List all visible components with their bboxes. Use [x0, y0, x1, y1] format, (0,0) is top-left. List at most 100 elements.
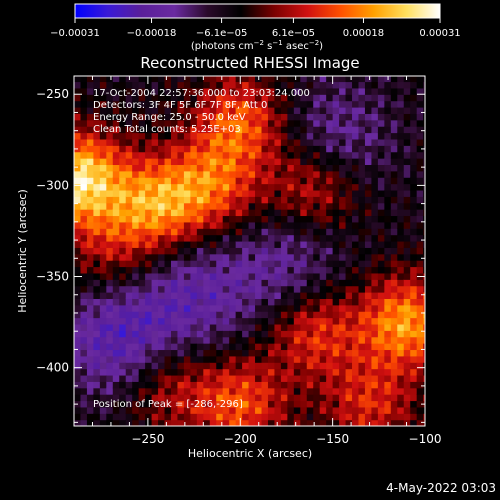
- heatmap-cell: [190, 221, 198, 229]
- heatmap-cell: [183, 247, 191, 255]
- heatmap-cell: [403, 343, 411, 351]
- heatmap-cell: [145, 113, 153, 121]
- heatmap-cell: [384, 113, 392, 121]
- heatmap-cell: [99, 209, 107, 217]
- heatmap-cell: [267, 381, 276, 389]
- heatmap-cell: [106, 317, 114, 325]
- heatmap-cell: [261, 189, 269, 197]
- heatmap-cell: [93, 202, 101, 210]
- heatmap-cell: [164, 87, 172, 95]
- heatmap-cell: [112, 330, 120, 338]
- heatmap-cell: [410, 183, 418, 191]
- heatmap-cell: [93, 292, 101, 299]
- heatmap-cell: [326, 209, 334, 217]
- heatmap-cell: [93, 368, 101, 376]
- heatmap-cell: [170, 362, 179, 370]
- heatmap-cell: [313, 87, 321, 95]
- heatmap-cell: [177, 279, 185, 287]
- heatmap-cell: [416, 285, 424, 293]
- heatmap-cell: [364, 349, 373, 357]
- heatmap-cell: [112, 164, 120, 172]
- heatmap-cell: [397, 330, 405, 338]
- heatmap-cell: [313, 304, 321, 312]
- heatmap-cell: [313, 336, 321, 344]
- heatmap-cell: [145, 189, 153, 197]
- heatmap-cell: [106, 374, 114, 382]
- heatmap-cell: [125, 87, 133, 95]
- heatmap-cell: [125, 100, 133, 108]
- heatmap-cell: [384, 260, 392, 268]
- heatmap-cell: [352, 209, 360, 217]
- heatmap-cell: [319, 253, 327, 261]
- heatmap-cell: [358, 240, 366, 248]
- heatmap-cell: [352, 113, 360, 121]
- heatmap-cell: [209, 323, 217, 331]
- heatmap-cell: [86, 285, 94, 293]
- heatmap-cell: [358, 183, 366, 191]
- heatmap-cell: [410, 81, 418, 89]
- heatmap-cell: [112, 400, 120, 408]
- heatmap-cell: [235, 419, 243, 426]
- heatmap-cell: [125, 106, 133, 114]
- heatmap-cell: [345, 362, 353, 370]
- heatmap-cell: [216, 419, 224, 426]
- heatmap-cell: [248, 94, 256, 102]
- heatmap-cell: [119, 368, 127, 376]
- heatmap-cell: [261, 119, 269, 127]
- heatmap-cell: [74, 279, 82, 287]
- heatmap-cell: [352, 374, 360, 382]
- heatmap-cell: [274, 374, 282, 382]
- heatmap-cell: [203, 76, 211, 83]
- heatmap-cell: [80, 419, 88, 426]
- heatmap-cell: [390, 177, 398, 185]
- heatmap-cell: [300, 374, 308, 382]
- heatmap-cell: [403, 336, 411, 344]
- heatmap-cell: [403, 215, 411, 223]
- heatmap-cell: [416, 349, 424, 357]
- heatmap-cell: [190, 349, 198, 357]
- heatmap-cell: [151, 311, 159, 319]
- heatmap-cell: [319, 189, 327, 197]
- heatmap-cell: [332, 394, 340, 402]
- heatmap-cell: [248, 145, 256, 153]
- heatmap-cell: [170, 247, 179, 255]
- heatmap-cell: [235, 279, 243, 287]
- heatmap-cell: [177, 215, 185, 223]
- heatmap-cell: [345, 368, 353, 376]
- heatmap-cell: [86, 406, 94, 414]
- heatmap-cell: [164, 138, 172, 146]
- heatmap-cell: [125, 177, 133, 185]
- heatmap-cell: [183, 113, 191, 121]
- heatmap-cell: [196, 76, 204, 83]
- heatmap-cell: [319, 343, 327, 351]
- heatmap-cell: [319, 177, 327, 185]
- heatmap-cell: [164, 349, 172, 357]
- heatmap-cell: [364, 209, 373, 217]
- heatmap-cell: [158, 113, 166, 121]
- heatmap-cell: [190, 170, 198, 178]
- heatmap-cell: [170, 87, 179, 95]
- heatmap-cell: [119, 119, 127, 127]
- heatmap-cell: [280, 413, 288, 421]
- heatmap-cell: [190, 253, 198, 261]
- heatmap-cell: [235, 132, 243, 140]
- heatmap-cell: [151, 368, 159, 376]
- heatmap-cell: [86, 177, 94, 185]
- heatmap-cell: [377, 317, 385, 325]
- heatmap-cell: [119, 164, 127, 172]
- heatmap-cell: [313, 113, 321, 121]
- heatmap-cell: [203, 362, 211, 370]
- heatmap-cell: [125, 202, 133, 210]
- heatmap-cell: [397, 113, 405, 121]
- heatmap-cell: [177, 394, 185, 402]
- heatmap-cell: [196, 368, 204, 376]
- heatmap-cell: [80, 413, 88, 421]
- heatmap-cell: [293, 94, 301, 102]
- heatmap-cell: [170, 343, 179, 351]
- heatmap-cell: [106, 419, 114, 426]
- heatmap-cell: [138, 394, 146, 402]
- heatmap-cell: [267, 132, 276, 140]
- heatmap-cell: [164, 285, 172, 293]
- heatmap-cell: [390, 266, 398, 274]
- heatmap-cell: [106, 196, 114, 204]
